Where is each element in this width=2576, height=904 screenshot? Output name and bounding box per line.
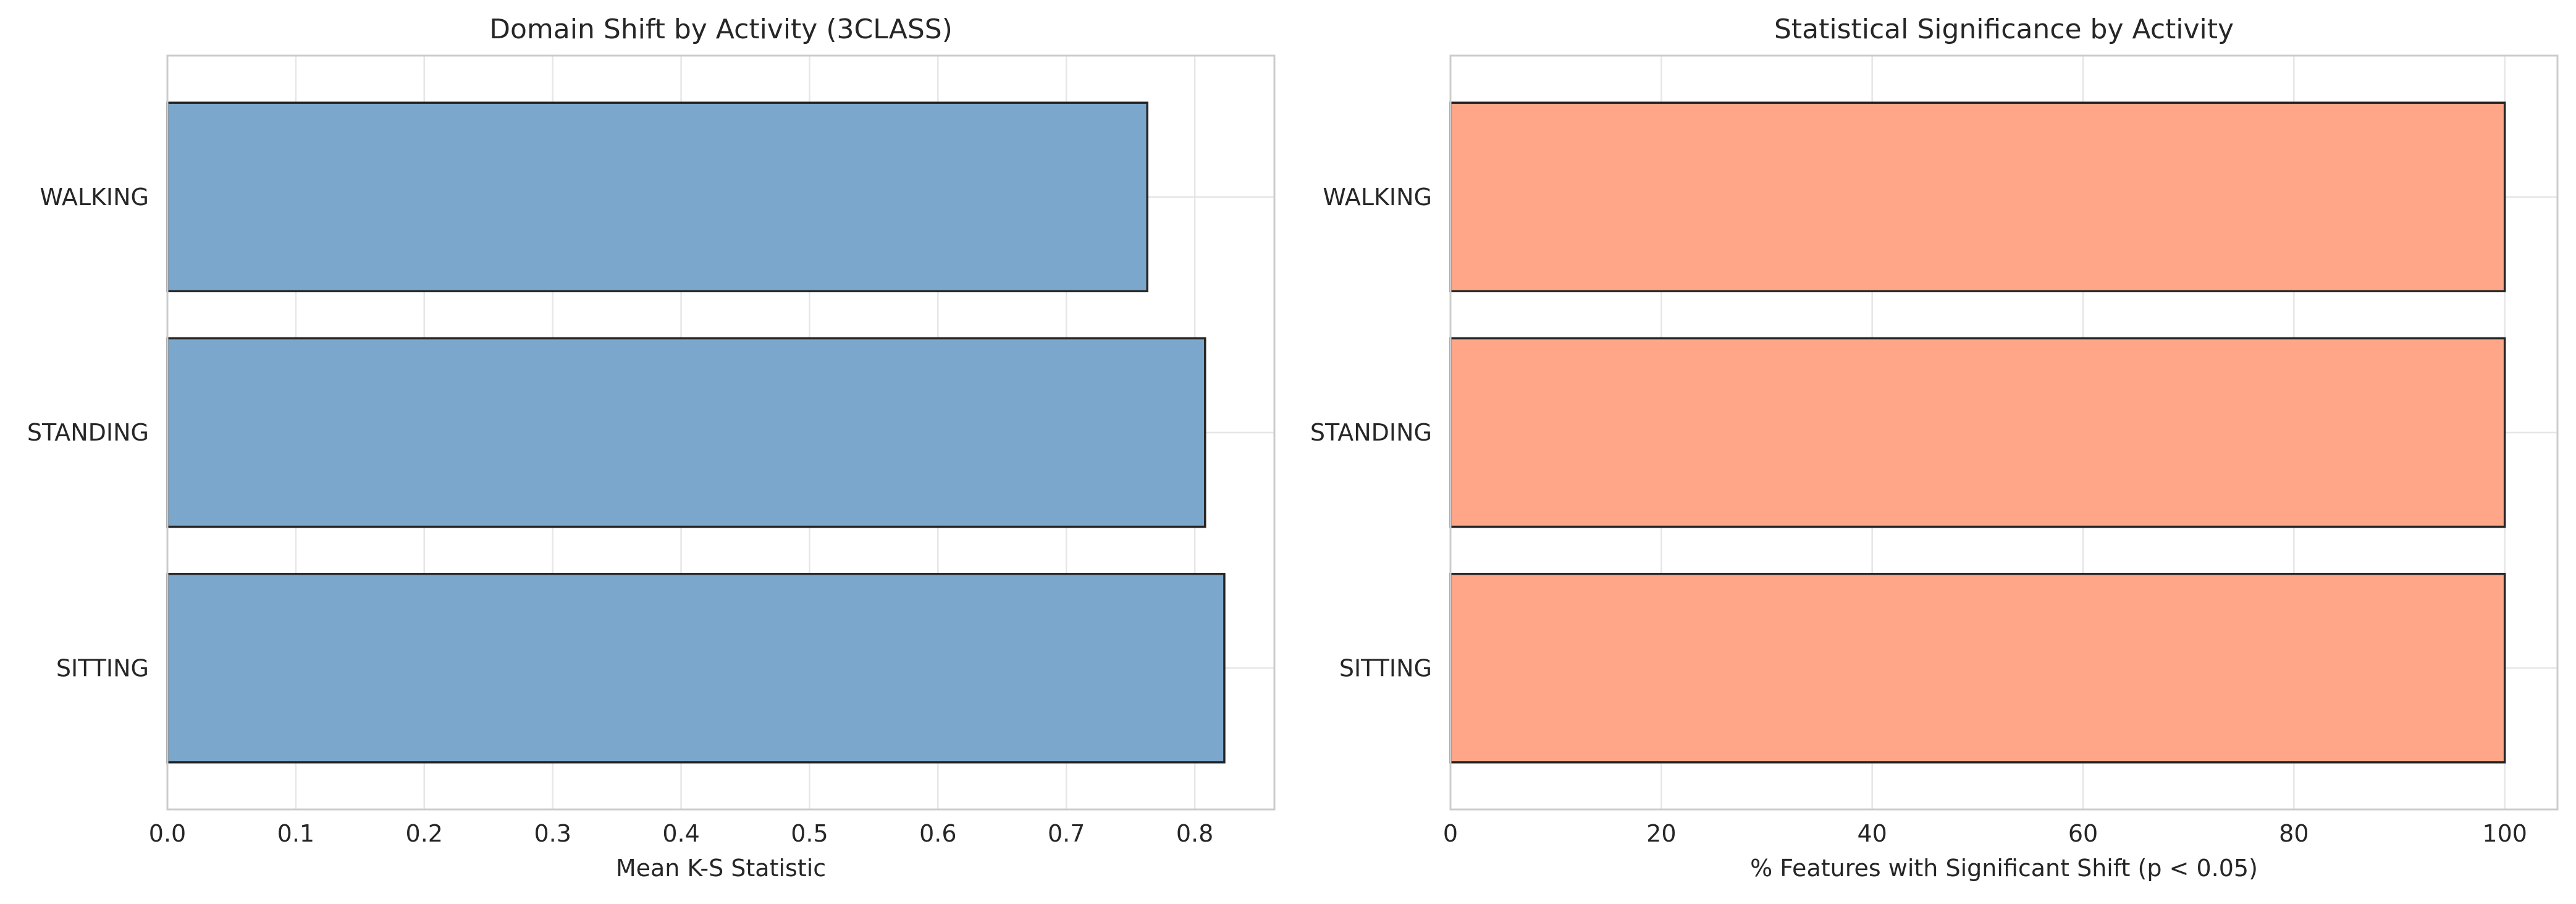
bar-sitting [166,573,1226,764]
bar-standing [1449,337,2506,528]
y-tick-label-sitting: SITTING [56,654,149,682]
x-tick-label: 80 [2279,820,2309,847]
x-tick-label: 0.6 [919,820,956,847]
x-tick-label: 0.4 [662,820,699,847]
y-tick-label-standing: STANDING [27,419,149,446]
x-tick-label: 60 [2068,820,2098,847]
bar-walking [1449,101,2506,292]
x-tick-label: 40 [1857,820,1887,847]
x-axis-label: Mean K-S Statistic [616,855,826,882]
y-tick-label-walking: WALKING [1323,184,1432,211]
x-tick-label: 0.5 [791,820,828,847]
plot-frame [1449,54,2559,811]
x-tick-label: 0.7 [1048,820,1085,847]
x-tick-label: 0.3 [534,820,571,847]
x-tick-label: 0.8 [1176,820,1213,847]
y-tick-label-standing: STANDING [1310,419,1432,446]
bar-sitting [1449,573,2506,764]
left-chart-domain-shift: 0.0 0.1 0.2 0.3 0.4 0.5 0.6 0.7 0.8 WALKING STANDI… [27,14,1276,882]
right-chart-significance: 0 20 40 60 80 100 WALKING STANDING SITTING Statis… [1310,14,2559,882]
x-tick-label: 20 [1646,820,1676,847]
y-tick-label-walking: WALKING [40,184,149,211]
x-tick-label: 0.1 [277,820,314,847]
bar-standing [166,337,1206,528]
y-tick-label-sitting: SITTING [1339,654,1432,682]
x-tick-label: 0.0 [149,820,186,847]
x-tick-label: 100 [2482,820,2527,847]
bar-walking [166,101,1148,292]
x-tick-label: 0 [1443,820,1458,847]
plot-frame [166,54,1276,811]
x-tick-label: 0.2 [406,820,443,847]
chart-title: Statistical Significance by Activity [1774,14,2234,45]
chart-title: Domain Shift by Activity (3CLASS) [489,14,953,45]
x-axis-label: % Features with Significant Shift (p < 0… [1750,855,2258,882]
